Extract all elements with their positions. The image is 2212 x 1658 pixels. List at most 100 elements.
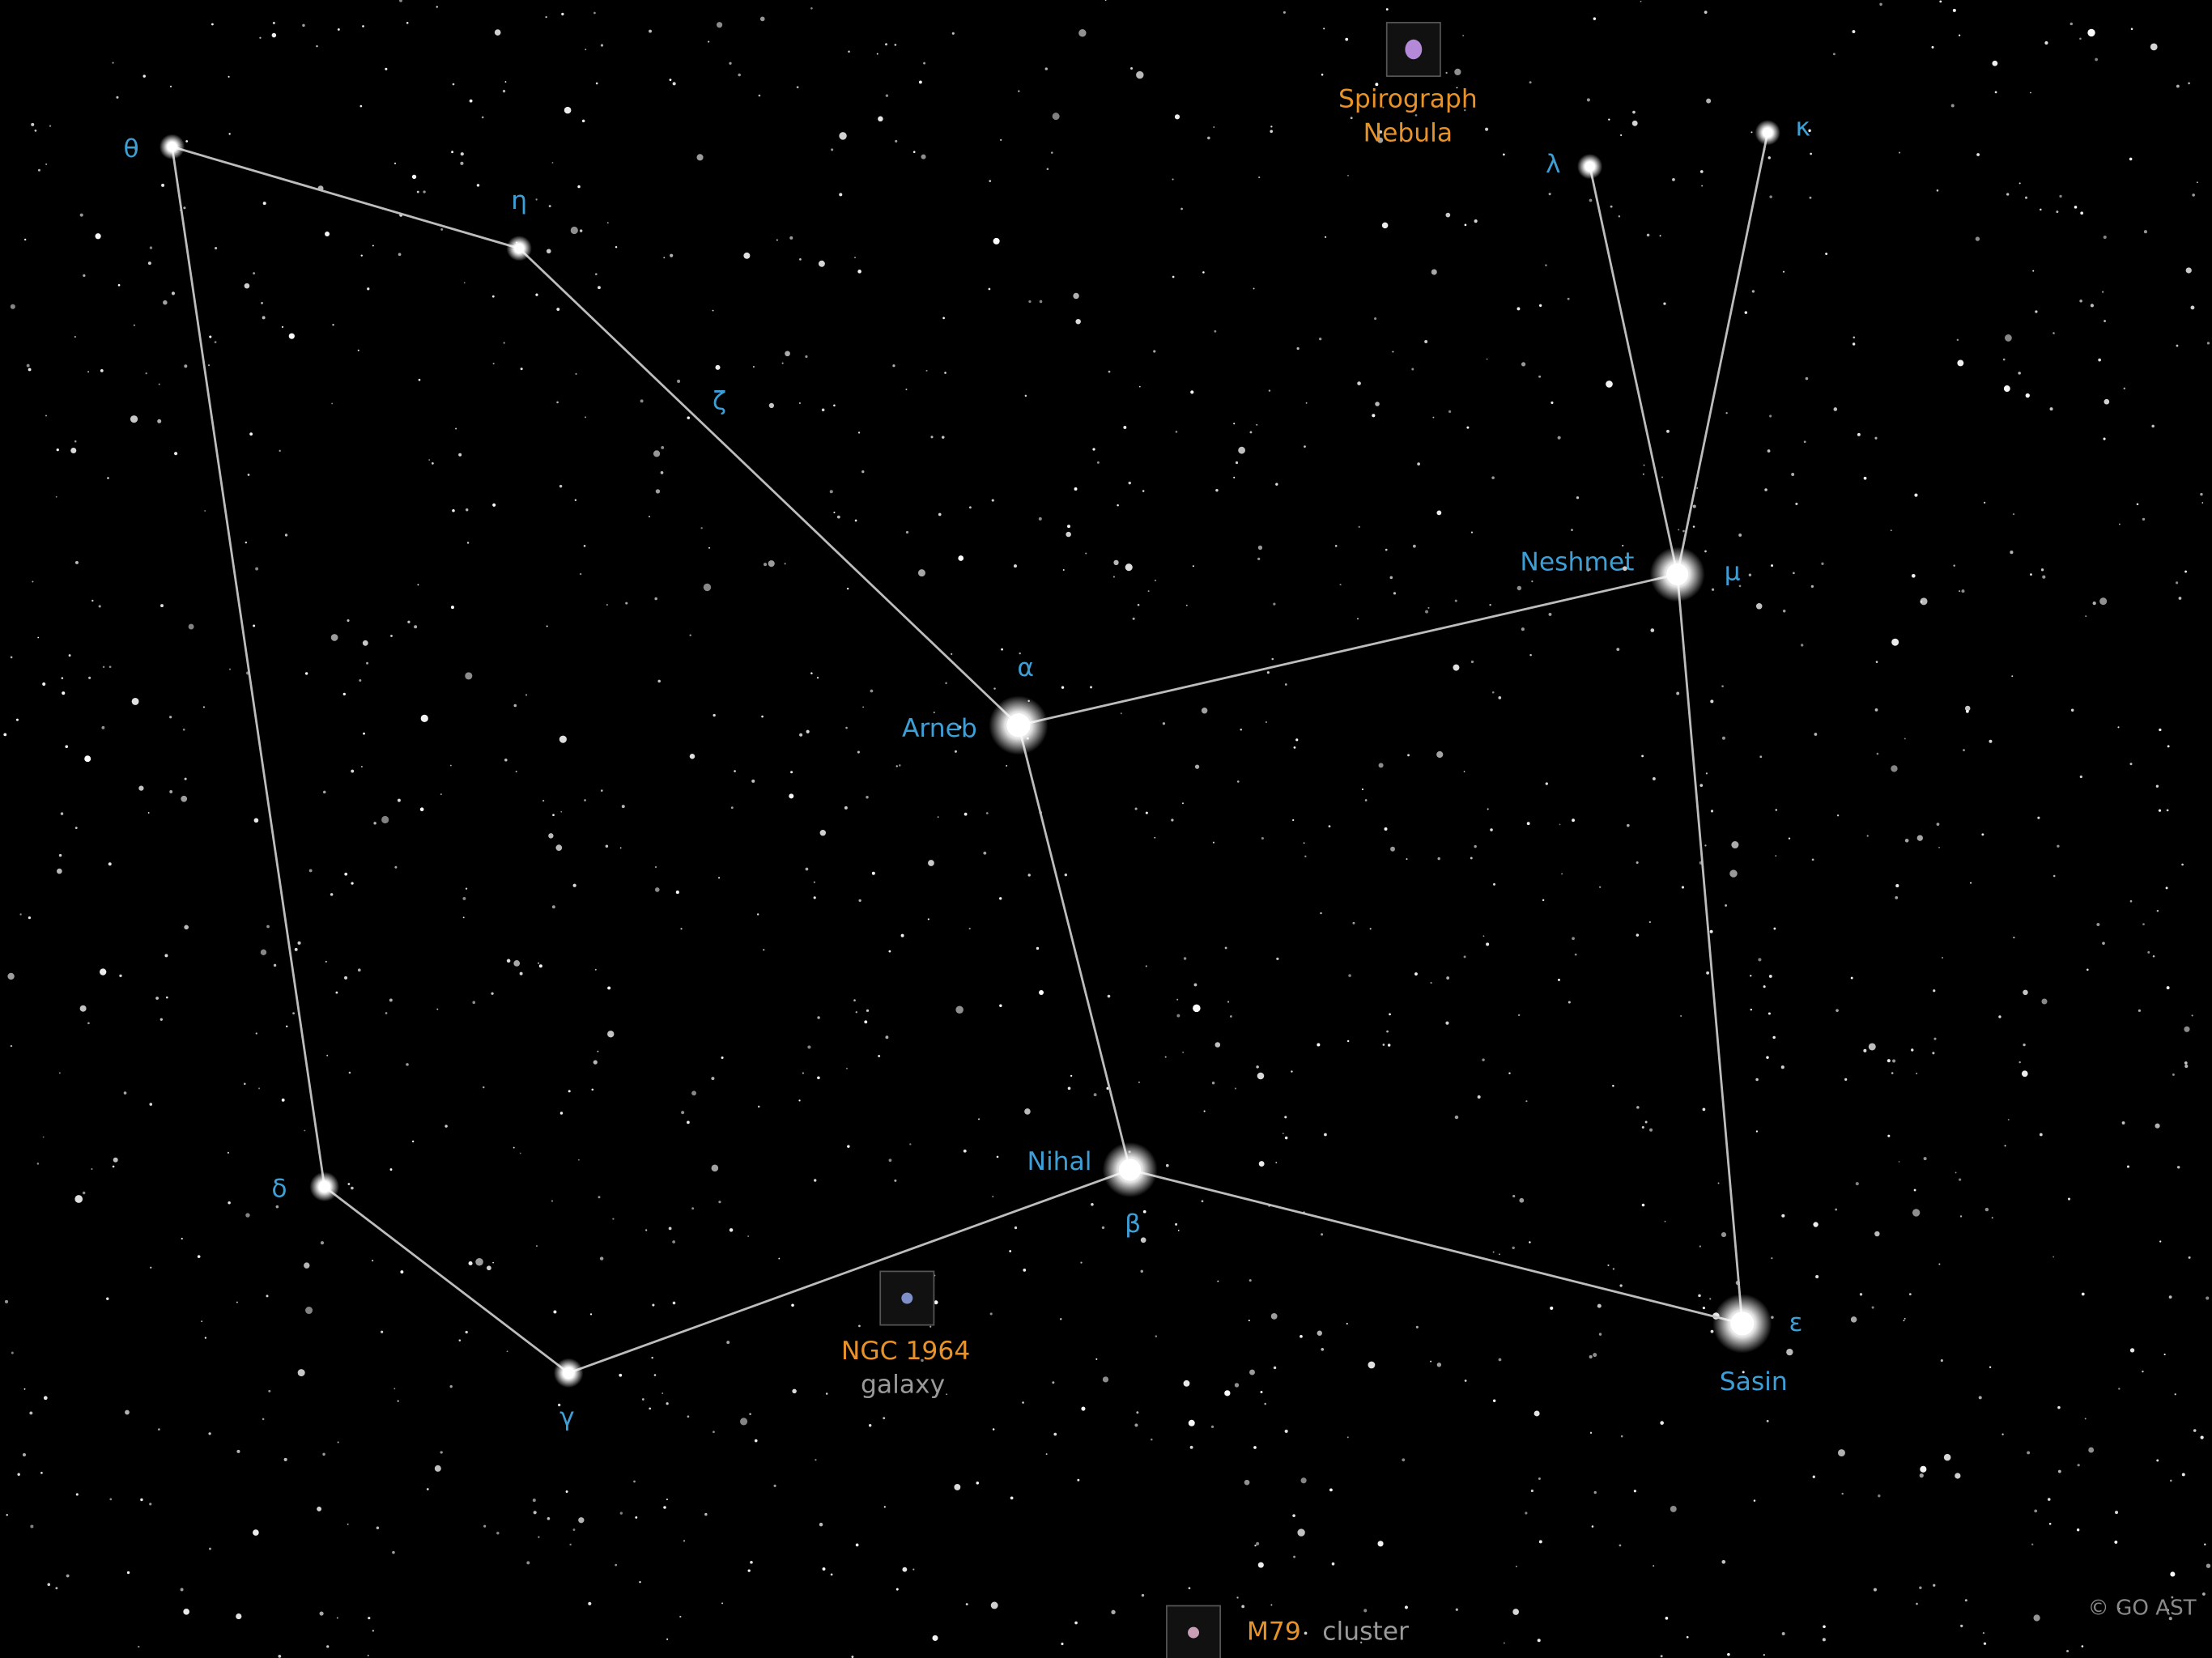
bg-star — [255, 567, 259, 571]
bg-star — [1241, 1605, 1245, 1609]
bg-star — [1644, 1120, 1648, 1124]
bg-star — [851, 1656, 854, 1658]
bg-star — [2099, 597, 2108, 606]
bg-star — [406, 1063, 409, 1066]
bg-star — [1256, 1541, 1260, 1545]
bg-star — [1145, 965, 1147, 967]
bg-star — [578, 1517, 585, 1524]
bg-star — [2102, 942, 2105, 946]
bg-star — [983, 851, 987, 855]
bg-star — [247, 474, 250, 476]
bg-star — [273, 963, 277, 967]
bg-star — [857, 432, 861, 434]
bg-star — [773, 1484, 776, 1487]
bg-star — [1769, 195, 1772, 198]
bg-star — [537, 962, 540, 964]
bg-star — [1775, 855, 1777, 857]
bg-star — [28, 916, 32, 920]
bg-star — [1039, 990, 1044, 995]
bg-star — [1385, 8, 1389, 11]
bg-star — [244, 283, 250, 289]
bg-star — [1140, 1269, 1143, 1273]
bg-star — [1782, 609, 1786, 613]
bg-star — [1636, 1106, 1640, 1109]
bg-star — [513, 704, 517, 708]
bg-star — [796, 86, 799, 89]
star-name-label: Sasin — [1720, 1367, 1788, 1397]
bg-star — [1257, 545, 1263, 551]
bg-star — [434, 1465, 441, 1472]
bg-star — [696, 154, 704, 161]
bg-star — [37, 636, 40, 639]
bg-star — [26, 363, 30, 368]
bg-star — [1028, 300, 1032, 304]
bg-star — [861, 470, 865, 474]
bg-star — [1534, 1410, 1540, 1417]
bg-star — [1748, 573, 1752, 576]
bg-star — [158, 383, 160, 385]
bg-star — [1960, 1624, 1963, 1628]
bg-star — [1064, 873, 1068, 877]
bg-star — [1176, 1014, 1180, 1018]
bg-star — [208, 1432, 211, 1435]
bg-star — [1706, 98, 1712, 104]
bg-star — [1692, 525, 1695, 528]
bg-star — [1676, 691, 1680, 695]
bg-star — [297, 941, 301, 945]
bg-star — [1844, 1078, 1848, 1081]
bg-star — [1512, 1246, 1515, 1250]
bg-star — [1385, 548, 1388, 551]
bg-star — [845, 726, 848, 729]
bg-star — [2193, 1429, 2197, 1432]
bg-star — [1192, 565, 1194, 568]
bg-star — [768, 402, 775, 409]
bg-star — [2012, 512, 2015, 516]
bg-star — [1463, 955, 1466, 959]
bg-star — [2066, 1649, 2069, 1652]
bg-star — [1709, 929, 1713, 933]
bg-star — [1134, 1423, 1138, 1427]
bg-star — [2192, 193, 2195, 197]
bg-star — [1742, 1371, 1745, 1374]
bg-star — [1956, 338, 1959, 342]
bg-star — [320, 1241, 324, 1245]
bg-star — [1959, 34, 1961, 36]
bg-star — [1767, 156, 1771, 159]
bg-star — [1130, 67, 1134, 70]
bg-star — [945, 682, 947, 685]
bg-star — [1727, 1652, 1730, 1656]
bg-star — [1699, 784, 1704, 788]
bg-star — [2037, 816, 2040, 819]
bg-star — [1672, 177, 1675, 181]
bg-star — [1627, 823, 1630, 827]
bg-star — [2178, 597, 2182, 600]
bg-star — [1991, 1217, 1993, 1219]
constellation-line — [518, 247, 1019, 726]
bg-star — [2048, 1522, 2052, 1525]
bg-star — [1303, 842, 1305, 844]
bg-star — [74, 440, 77, 443]
bg-star — [1390, 846, 1395, 852]
bg-star — [468, 1261, 473, 1266]
bg-star — [569, 1543, 572, 1546]
bg-star — [1598, 886, 1602, 888]
bg-star — [1268, 389, 1271, 392]
bg-star — [729, 1228, 734, 1232]
bg-star — [1375, 83, 1379, 87]
bg-star — [1044, 67, 1049, 70]
bg-star — [1663, 302, 1666, 305]
bg-star — [368, 1617, 371, 1620]
bg-star — [79, 1005, 87, 1012]
bg-star — [1236, 780, 1240, 783]
bg-star — [1814, 733, 1818, 736]
bg-star — [2057, 844, 2060, 848]
bg-star — [1981, 833, 1984, 836]
bg-star — [1175, 431, 1178, 433]
bg-star — [337, 1441, 339, 1443]
bg-star — [2104, 398, 2110, 405]
bg-star — [556, 308, 560, 311]
bg-star — [2176, 344, 2179, 347]
bg-star — [2204, 1543, 2206, 1545]
bg-star — [968, 927, 971, 930]
bg-star — [663, 1506, 666, 1509]
